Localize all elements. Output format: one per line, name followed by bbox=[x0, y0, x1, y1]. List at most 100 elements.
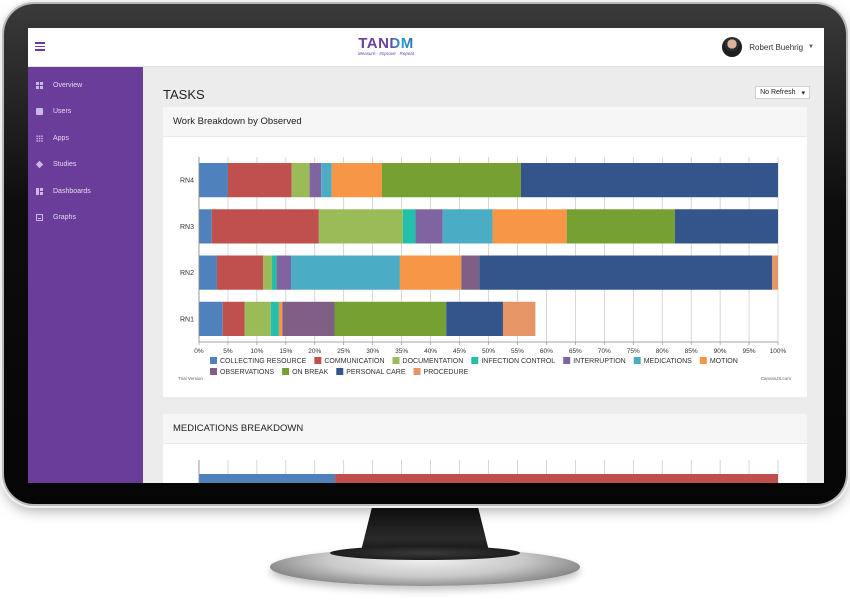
legend-swatch bbox=[563, 357, 571, 364]
sidebar-item-apps[interactable]: Apps bbox=[28, 125, 143, 152]
x-tick-label: 70% bbox=[598, 348, 611, 355]
legend-item: COMMUNICATION bbox=[324, 358, 384, 365]
bar-segment bbox=[199, 255, 217, 290]
chevron-down-icon: ▾ bbox=[801, 89, 805, 97]
bar-segment bbox=[270, 301, 279, 336]
legend-swatch bbox=[336, 368, 344, 375]
refresh-select[interactable]: No Refresh ▾ bbox=[755, 86, 810, 99]
sidebar-item-label: Overview bbox=[53, 81, 83, 89]
x-tick-label: 35% bbox=[395, 348, 408, 355]
bar-segment bbox=[479, 255, 773, 290]
bar-segment bbox=[199, 209, 212, 244]
x-tick-label: 85% bbox=[685, 348, 698, 355]
x-tick-label: 75% bbox=[627, 348, 640, 355]
medications-breakdown-card: MEDICATIONS BREAKDOWN bbox=[163, 414, 807, 483]
legend-item: DOCUMENTATION bbox=[403, 358, 464, 365]
sidebar-item-graphs[interactable]: Graphs bbox=[28, 205, 143, 232]
x-tick-label: 65% bbox=[569, 348, 582, 355]
user-menu[interactable]: Robert Buehrig ▼ bbox=[722, 37, 814, 57]
legend-item: OBSERVATIONS bbox=[220, 369, 274, 376]
bar-segment bbox=[216, 255, 264, 290]
bar-segment bbox=[211, 209, 319, 244]
x-tick-label: 100% bbox=[770, 348, 787, 355]
apps-icon bbox=[36, 134, 43, 142]
bar-segment bbox=[199, 474, 336, 483]
bar-segment bbox=[291, 163, 310, 198]
sidebar-item-label: Users bbox=[53, 108, 72, 116]
bar-segment bbox=[772, 255, 778, 290]
sidebar-item-label: Dashboards bbox=[53, 187, 91, 195]
card-title: Work Breakdown by Observed bbox=[163, 107, 807, 137]
legend-swatch bbox=[413, 368, 421, 375]
sidebar-item-label: Apps bbox=[53, 134, 69, 142]
bar-segment bbox=[674, 209, 778, 244]
logo-tagline: Measure · Improve · Repeat bbox=[357, 51, 415, 56]
graph-icon bbox=[36, 214, 43, 222]
x-tick-label: 45% bbox=[453, 348, 466, 355]
work-breakdown-chart: RN4 RN3 RN2 RN1 0% 5% 10% 15% 20% 25% 30% 35% 40% 45%… bbox=[178, 157, 792, 381]
bar-segment bbox=[199, 163, 228, 198]
user-name: Robert Buehrig bbox=[749, 42, 804, 52]
screen: TANDM Measure · Improve · Repeat Robert … bbox=[28, 28, 824, 483]
legend-item: COLLECTING RESOURCE bbox=[220, 358, 307, 365]
legend-item: INTERRUPTION bbox=[573, 358, 626, 365]
x-tick-label: 40% bbox=[424, 348, 437, 355]
bar-segment bbox=[263, 255, 272, 290]
top-bar: TANDM Measure · Improve · Repeat Robert … bbox=[28, 28, 824, 67]
trial-version-text: Trial Version bbox=[178, 376, 203, 381]
x-tick-label: 20% bbox=[308, 348, 321, 355]
bar-segment bbox=[415, 209, 443, 244]
bar-segment bbox=[309, 163, 322, 198]
sidebar-item-dashboards[interactable]: Dashboards bbox=[28, 178, 143, 205]
page-title: TASKS bbox=[163, 87, 205, 102]
bar-segment bbox=[442, 209, 493, 244]
legend-item: PERSONAL CARE bbox=[346, 369, 406, 376]
bar-segment bbox=[520, 163, 778, 198]
x-tick-label: 15% bbox=[279, 348, 292, 355]
bar-segment bbox=[334, 301, 447, 336]
x-tick-label: 25% bbox=[337, 348, 350, 355]
logo: TANDM Measure · Improve · Repeat bbox=[354, 36, 418, 57]
x-tick-label: 80% bbox=[656, 348, 669, 355]
card-title: MEDICATIONS BREAKDOWN bbox=[163, 414, 807, 444]
legend-item: MEDICATIONS bbox=[644, 358, 692, 365]
canvasjs-credit: CanvasJS.com bbox=[761, 376, 792, 381]
category-label: RN4 bbox=[180, 178, 194, 185]
bar-segment bbox=[399, 255, 462, 290]
user-icon bbox=[36, 108, 43, 116]
bar-segment bbox=[282, 301, 335, 336]
bar-segment bbox=[271, 255, 277, 290]
legend-swatch bbox=[314, 357, 322, 364]
legend-item: ON BREAK bbox=[292, 369, 329, 376]
category-label: RN3 bbox=[180, 224, 194, 231]
bar-segment bbox=[331, 163, 382, 198]
bar-segment bbox=[278, 301, 283, 336]
sidebar-item-users[interactable]: Users bbox=[28, 99, 143, 126]
bar-segment bbox=[492, 209, 567, 244]
bar-segment bbox=[244, 301, 271, 336]
work-breakdown-card: Work Breakdown by Observed RN4 RN3 RN2 RN1 0… bbox=[163, 107, 807, 397]
bar-segment bbox=[461, 255, 480, 290]
sidebar-item-label: Graphs bbox=[53, 214, 76, 222]
bar-segment bbox=[502, 301, 536, 336]
bar-segment bbox=[446, 301, 503, 336]
category-label: RN1 bbox=[180, 316, 194, 323]
sidebar-item-studies[interactable]: Studies bbox=[28, 152, 143, 179]
x-tick-label: 10% bbox=[250, 348, 263, 355]
bar-segment bbox=[321, 163, 332, 198]
bar-segment bbox=[199, 301, 223, 336]
refresh-select-value: No Refresh bbox=[760, 89, 796, 96]
legend-item: PROCEDURE bbox=[424, 369, 469, 376]
menu-icon[interactable] bbox=[35, 42, 45, 51]
bar-segment bbox=[318, 209, 403, 244]
x-tick-label: 5% bbox=[223, 348, 233, 355]
bar-segment bbox=[291, 255, 400, 290]
legend-swatch bbox=[210, 357, 217, 364]
x-tick-label: 60% bbox=[540, 348, 553, 355]
legend-swatch bbox=[392, 357, 400, 364]
main-content: TASKS No Refresh ▾ Work Breakdown by Obs… bbox=[143, 67, 824, 483]
category-label: RN2 bbox=[180, 270, 194, 277]
sidebar-item-overview[interactable]: Overview bbox=[28, 72, 143, 99]
legend-item: MOTION bbox=[710, 358, 738, 365]
bar-segment bbox=[335, 474, 778, 483]
